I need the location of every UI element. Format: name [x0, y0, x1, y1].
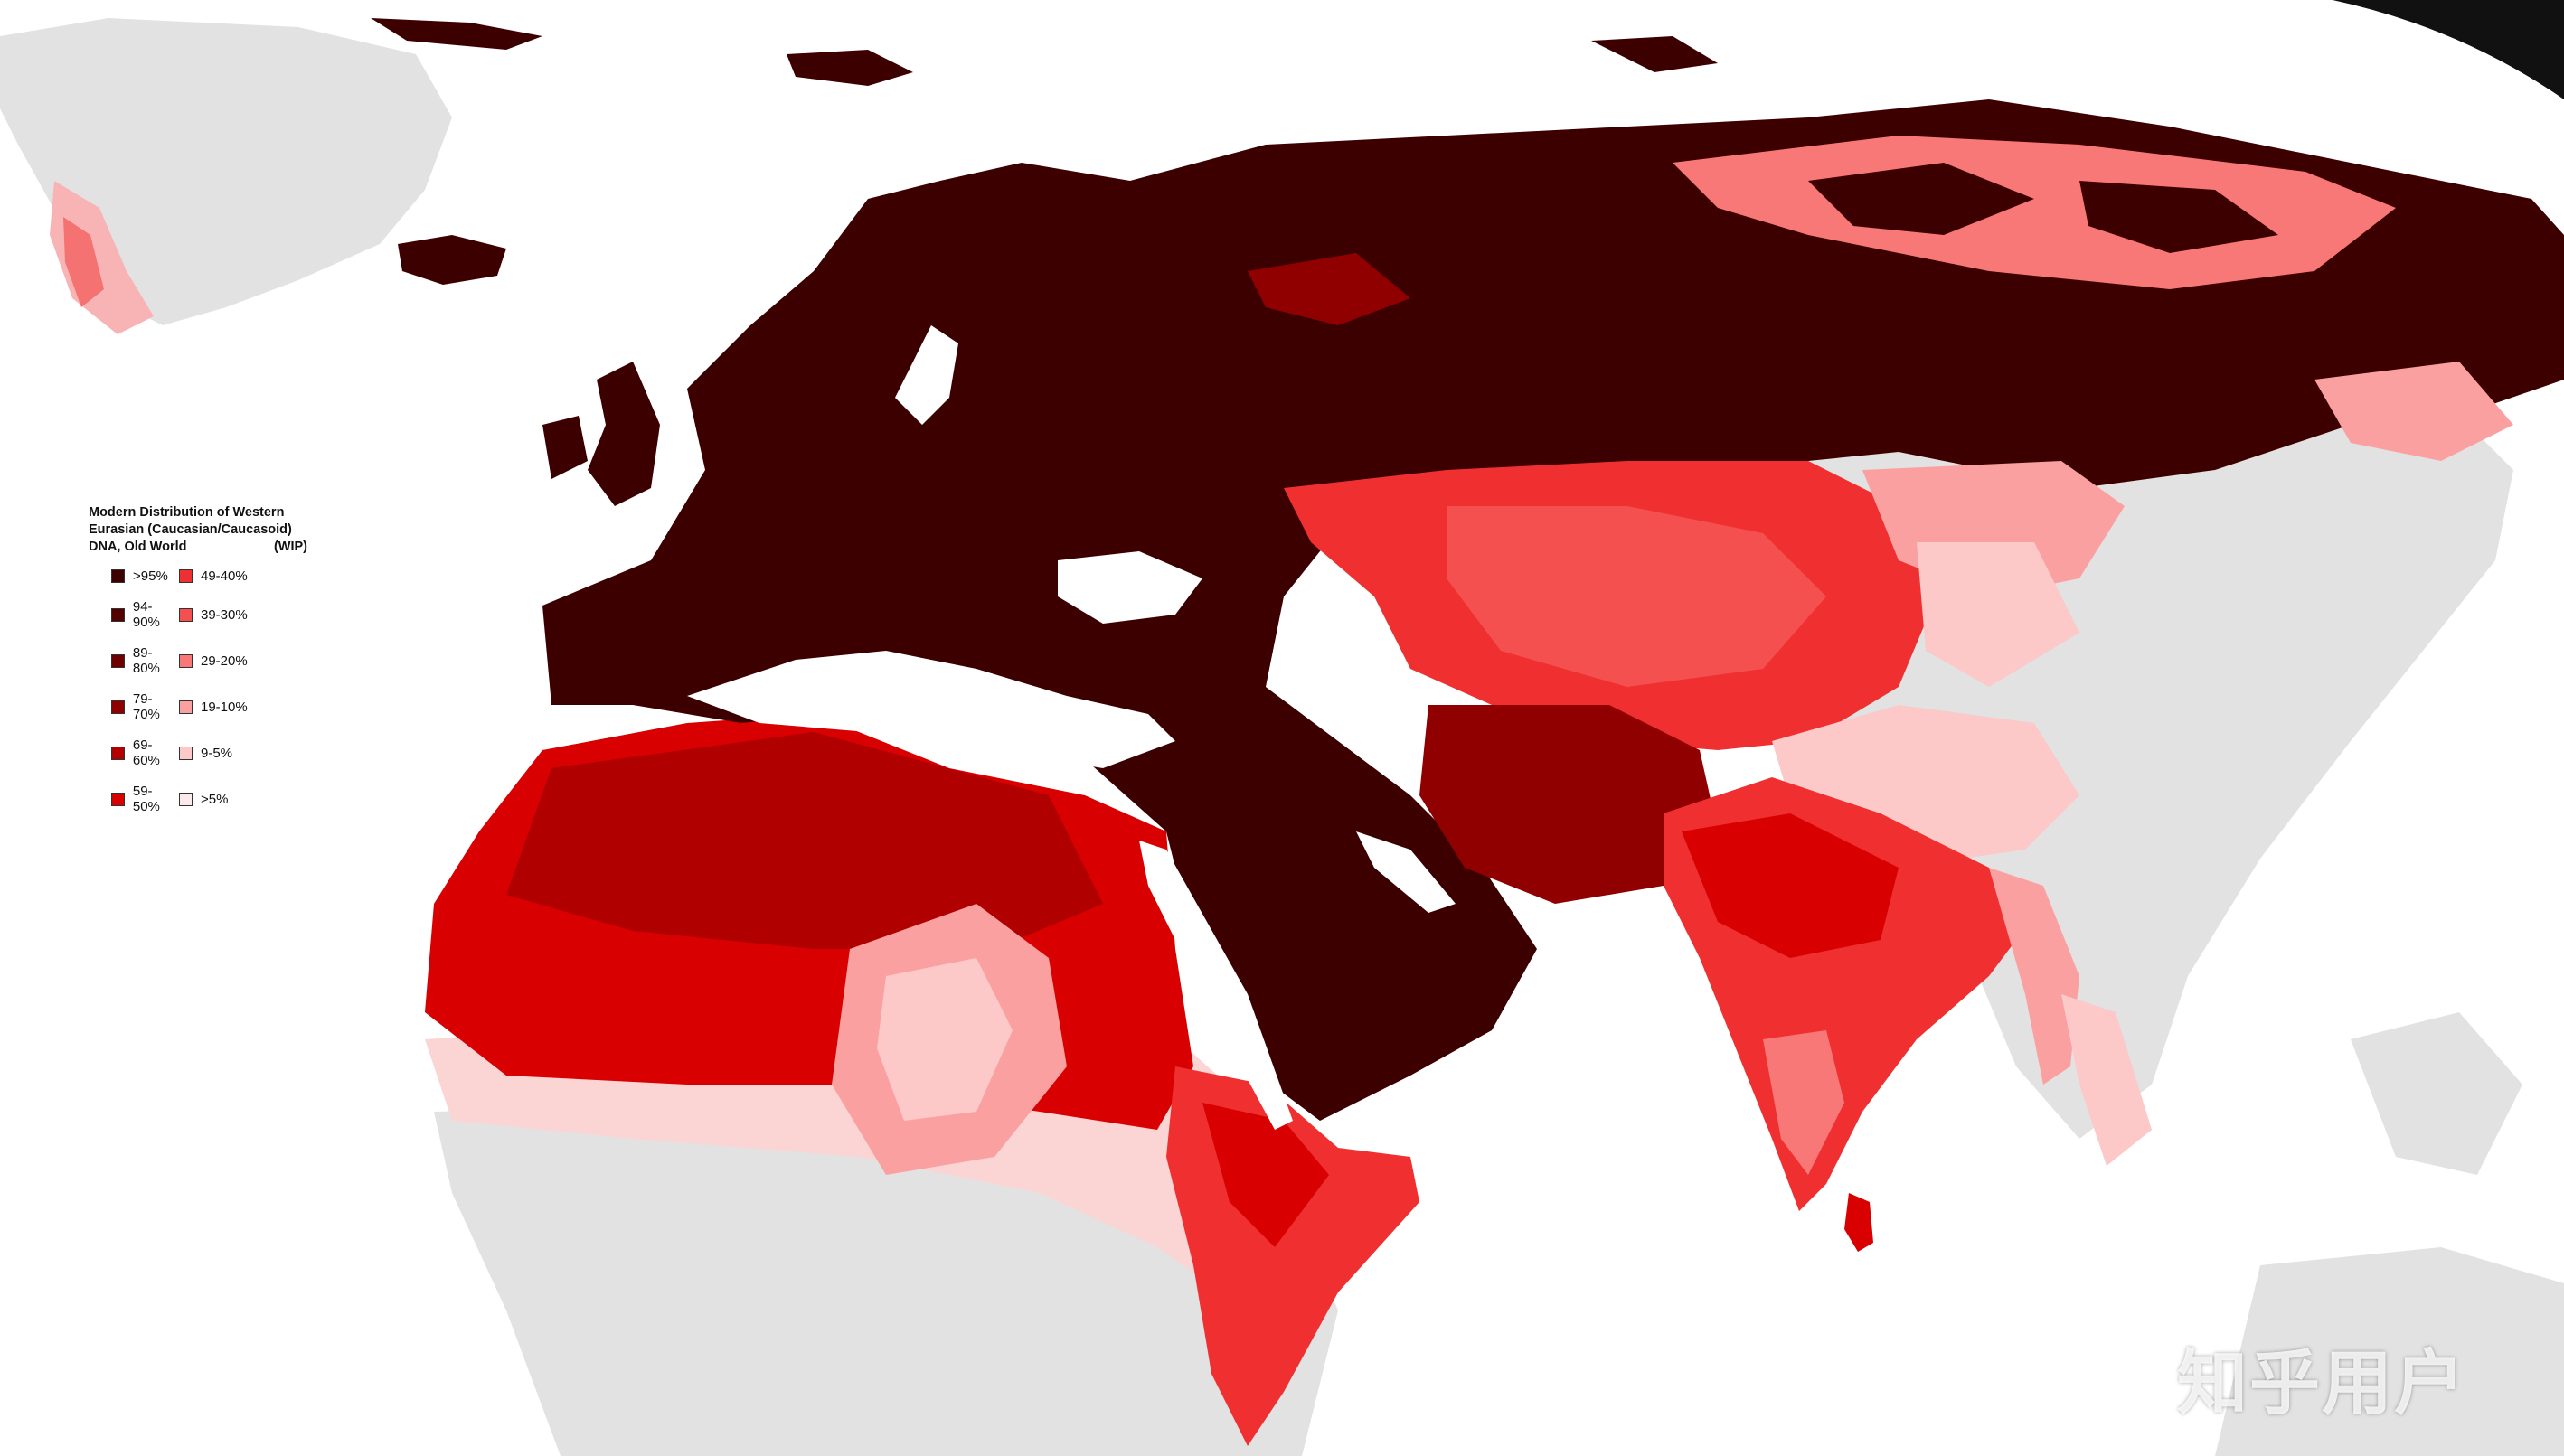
legend-label: 79-70%: [132, 691, 160, 722]
legend-swatch: [111, 607, 125, 622]
legend-label: 39-30%: [201, 606, 248, 623]
legend-title-line-1: Modern Distribution of Western: [89, 505, 285, 520]
greenland-south: [50, 181, 154, 334]
legend-item: 89-80%: [89, 645, 179, 676]
legend-swatch: [179, 700, 193, 714]
legend-item: 39-30%: [179, 599, 278, 630]
legend-label: 69-60%: [132, 737, 160, 768]
legend-label: 89-80%: [132, 645, 160, 676]
legend-title-suffix: (WIP): [273, 540, 307, 554]
mediterranean-sea: [687, 651, 1175, 768]
map-legend: Modern Distribution of Western Eurasian …: [89, 504, 315, 814]
legend-swatch: [111, 700, 125, 714]
legend-swatch: [111, 792, 125, 806]
legend-label: 94-90%: [132, 599, 160, 630]
legend-item: >95%: [89, 568, 179, 584]
legend-item: 69-60%: [89, 737, 179, 768]
legend-label: >95%: [133, 568, 168, 584]
legend-label: 19-10%: [201, 699, 248, 715]
sri-lanka: [1844, 1193, 1873, 1252]
legend-item: 49-40%: [179, 568, 278, 584]
legend-label: 49-40%: [201, 568, 248, 584]
watermark-text: 知乎用户: [2177, 1343, 2467, 1424]
legend-title-line-3: DNA, Old World: [89, 540, 187, 554]
legend-label: 59-50%: [132, 784, 160, 814]
legend-swatch: [179, 746, 193, 760]
legend-swatch: [179, 569, 193, 583]
legend-item: >5%: [179, 784, 278, 814]
legend-item: 79-70%: [89, 691, 179, 722]
legend-item: 9-5%: [179, 737, 278, 768]
iceland: [398, 235, 506, 285]
western-eurasia: [542, 99, 2564, 1121]
legend-grid: >95% 49-40% 94-90% 39-30% 89-80% 29-20% 79-70%…: [89, 568, 315, 814]
legend-swatch: [179, 792, 193, 806]
legend-item: 29-20%: [179, 645, 278, 676]
corner-shadow: [2333, 0, 2564, 99]
legend-label: >5%: [201, 791, 229, 807]
legend-title: Modern Distribution of Western Eurasian …: [89, 504, 315, 556]
legend-swatch: [179, 607, 193, 622]
legend-title-line-2: Eurasian (Caucasian/Caucasoid): [89, 522, 292, 537]
legend-swatch: [111, 746, 125, 760]
legend-swatch: [179, 653, 193, 668]
legend-item: 19-10%: [179, 691, 278, 722]
legend-label: 9-5%: [201, 745, 233, 761]
legend-label: 29-20%: [201, 653, 248, 669]
legend-item: 59-50%: [89, 784, 179, 814]
legend-swatch: [111, 569, 125, 583]
legend-item: 94-90%: [89, 599, 179, 630]
legend-swatch: [111, 653, 125, 668]
